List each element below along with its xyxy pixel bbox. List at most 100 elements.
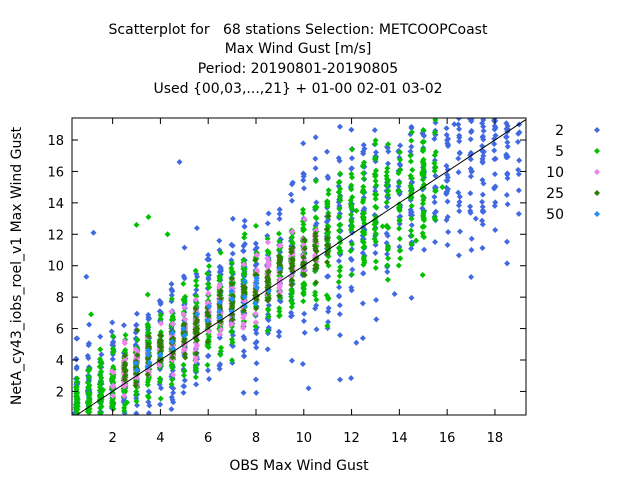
data-point-series-10 — [181, 304, 188, 311]
data-point-series-5 — [419, 271, 426, 278]
data-point-series-5 — [324, 203, 331, 210]
data-point-series-5 — [144, 329, 151, 336]
data-point-series-2 — [515, 166, 522, 173]
y-tick-label: 8 — [56, 291, 64, 306]
data-point-series-5 — [145, 214, 152, 220]
data-point-series-25 — [181, 321, 188, 328]
data-point-series-5 — [395, 262, 402, 269]
data-point-series-2 — [145, 388, 152, 395]
data-point-series-5 — [144, 291, 151, 298]
data-point-series-2 — [431, 193, 438, 200]
data-point-series-10 — [265, 262, 272, 269]
data-point-series-5 — [348, 170, 355, 177]
data-point-series-50 — [146, 359, 153, 366]
data-point-series-5 — [373, 182, 380, 189]
x-tick-label: 6 — [204, 431, 212, 446]
data-point-series-2 — [73, 365, 80, 372]
data-point-series-25 — [313, 262, 320, 269]
data-point-series-5 — [407, 182, 414, 189]
data-point-series-2 — [480, 152, 487, 159]
data-point-series-5 — [288, 238, 295, 245]
data-point-series-5 — [336, 227, 343, 234]
data-point-series-2 — [108, 328, 115, 335]
data-point-series-10 — [289, 228, 296, 235]
data-point-series-5 — [156, 375, 163, 382]
data-point-series-2 — [97, 333, 104, 340]
data-point-series-5 — [204, 270, 211, 277]
data-point-series-5 — [361, 243, 368, 250]
data-point-series-25 — [229, 280, 236, 287]
data-point-series-25 — [301, 237, 308, 244]
data-point-series-50 — [133, 367, 140, 374]
data-point-series-10 — [252, 319, 259, 326]
data-point-series-25 — [134, 370, 141, 377]
data-point-series-5 — [324, 322, 331, 329]
data-point-series-5 — [217, 348, 224, 355]
data-point-series-5 — [97, 346, 104, 353]
legend-label: 25 — [546, 186, 564, 202]
data-point-series-2 — [384, 145, 391, 152]
data-point-series-5 — [84, 399, 91, 406]
x-tick-label: 12 — [343, 431, 360, 446]
data-point-series-2 — [408, 245, 415, 252]
data-point-series-25 — [288, 281, 295, 288]
data-point-series-5 — [301, 282, 308, 289]
data-point-series-2 — [181, 244, 188, 251]
data-point-series-2 — [288, 181, 295, 188]
data-point-series-2 — [479, 134, 486, 141]
data-point-series-2 — [90, 229, 97, 236]
data-point-series-5 — [252, 323, 259, 330]
data-point-series-5 — [311, 204, 318, 211]
data-point-series-5 — [217, 249, 224, 256]
data-point-series-2 — [120, 322, 127, 329]
data-point-series-5 — [420, 233, 427, 240]
data-point-series-5 — [217, 351, 224, 358]
data-point-series-2 — [240, 389, 247, 396]
data-point-series-25 — [145, 333, 152, 340]
data-point-series-5 — [419, 139, 426, 146]
data-point-series-2 — [241, 223, 248, 230]
data-point-series-2 — [169, 396, 176, 403]
data-point-series-2 — [349, 266, 356, 273]
y-tick-label: 6 — [56, 323, 64, 338]
data-point-series-5 — [431, 160, 438, 167]
data-point-series-2 — [504, 122, 511, 129]
data-point-series-25 — [229, 302, 236, 309]
chart-title-line-2: Max Wind Gust [m/s] — [225, 41, 372, 57]
legend-label: 5 — [555, 144, 564, 160]
data-point-series-25 — [300, 264, 307, 271]
data-point-series-2 — [455, 155, 462, 162]
legend-marker — [594, 211, 600, 217]
data-point-series-2 — [408, 294, 415, 301]
data-point-series-5 — [192, 267, 199, 274]
data-point-series-5 — [407, 152, 414, 159]
data-point-series-10 — [217, 326, 224, 333]
data-point-series-2 — [467, 173, 474, 180]
data-point-series-2 — [240, 247, 247, 254]
diagonal-reference-line — [76, 119, 527, 416]
data-point-series-5 — [73, 379, 80, 386]
data-point-series-5 — [396, 149, 403, 156]
data-point-series-2 — [229, 215, 236, 222]
data-point-series-2 — [479, 203, 486, 210]
data-point-series-10 — [181, 345, 188, 352]
data-point-series-25 — [288, 249, 295, 256]
data-point-series-5 — [241, 234, 248, 241]
data-point-series-10 — [216, 281, 223, 288]
data-point-series-5 — [408, 137, 415, 144]
data-point-series-5 — [121, 407, 128, 414]
data-point-series-2 — [264, 346, 271, 353]
data-point-series-2 — [516, 129, 523, 136]
data-point-series-2 — [371, 127, 378, 134]
data-point-series-25 — [122, 372, 129, 379]
data-point-series-5 — [408, 241, 415, 248]
data-point-series-2 — [432, 238, 439, 245]
x-tick-label: 8 — [252, 431, 260, 446]
data-point-series-2 — [480, 118, 487, 123]
data-point-series-2 — [299, 360, 306, 367]
data-point-series-25 — [301, 245, 308, 252]
data-point-series-5 — [408, 190, 415, 197]
data-point-series-5 — [264, 327, 271, 334]
data-point-series-5 — [347, 247, 354, 254]
data-point-series-50 — [216, 299, 223, 306]
